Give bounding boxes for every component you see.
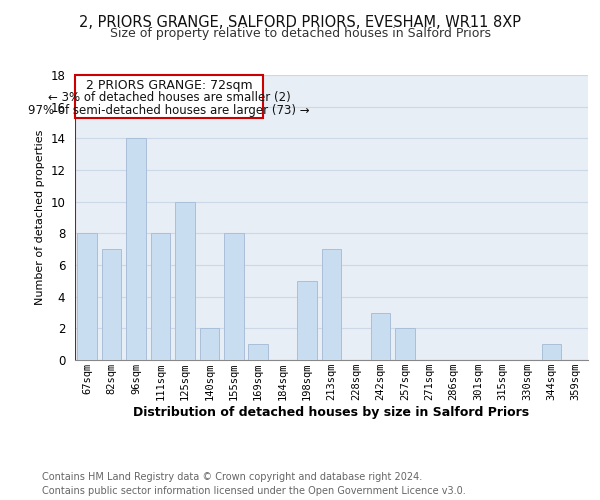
Text: Contains HM Land Registry data © Crown copyright and database right 2024.: Contains HM Land Registry data © Crown c… xyxy=(42,472,422,482)
Text: ← 3% of detached houses are smaller (2): ← 3% of detached houses are smaller (2) xyxy=(47,92,290,104)
Bar xyxy=(77,234,97,360)
Bar xyxy=(224,234,244,360)
Text: 97% of semi-detached houses are larger (73) →: 97% of semi-detached houses are larger (… xyxy=(28,104,310,117)
Y-axis label: Number of detached properties: Number of detached properties xyxy=(35,130,45,305)
Bar xyxy=(322,249,341,360)
FancyBboxPatch shape xyxy=(75,75,263,118)
Bar xyxy=(102,249,121,360)
Bar xyxy=(542,344,561,360)
Bar xyxy=(371,312,390,360)
Bar xyxy=(151,234,170,360)
Text: Contains public sector information licensed under the Open Government Licence v3: Contains public sector information licen… xyxy=(42,486,466,496)
Bar xyxy=(297,281,317,360)
Bar xyxy=(200,328,219,360)
Text: 2, PRIORS GRANGE, SALFORD PRIORS, EVESHAM, WR11 8XP: 2, PRIORS GRANGE, SALFORD PRIORS, EVESHA… xyxy=(79,15,521,30)
Bar xyxy=(175,202,194,360)
X-axis label: Distribution of detached houses by size in Salford Priors: Distribution of detached houses by size … xyxy=(133,406,530,419)
Text: Size of property relative to detached houses in Salford Priors: Size of property relative to detached ho… xyxy=(110,28,491,40)
Text: 2 PRIORS GRANGE: 72sqm: 2 PRIORS GRANGE: 72sqm xyxy=(86,79,253,92)
Bar xyxy=(395,328,415,360)
Bar xyxy=(248,344,268,360)
Bar xyxy=(127,138,146,360)
